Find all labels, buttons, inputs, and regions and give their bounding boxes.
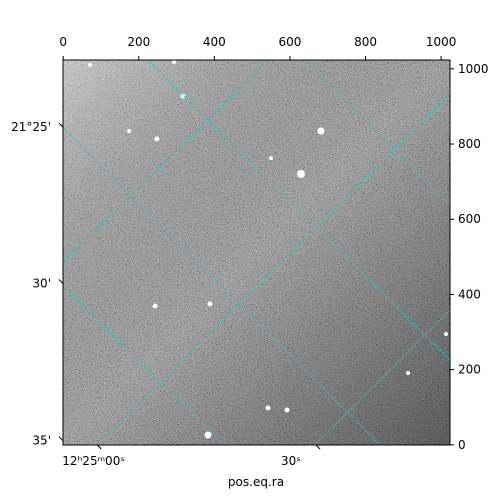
x-tick-label: 400 bbox=[203, 35, 226, 49]
coordinate-grid bbox=[63, 60, 450, 445]
x-tick-label: 600 bbox=[278, 35, 301, 49]
dec-tick-label: 21°25' bbox=[11, 120, 51, 134]
dec-tick bbox=[58, 122, 64, 128]
x-axis-label: pos.eq.ra bbox=[228, 475, 284, 489]
stars bbox=[88, 60, 448, 439]
ra-tick bbox=[315, 444, 321, 450]
y-tick-label: 1000 bbox=[458, 62, 489, 76]
ra-tick-label: 12ʰ25ᵐ00ˢ bbox=[62, 454, 125, 468]
x-tick-label: 1000 bbox=[426, 35, 457, 49]
dec-tick-label: 30' bbox=[32, 277, 51, 291]
y-tick-label: 200 bbox=[458, 363, 481, 377]
y-tick-label: 0 bbox=[458, 438, 466, 452]
frame bbox=[62, 59, 451, 446]
y-tick-label: 800 bbox=[458, 137, 481, 151]
ra-tick-label: 30ˢ bbox=[281, 454, 301, 468]
y-tick-label: 600 bbox=[458, 212, 481, 226]
dec-tick-label: 35' bbox=[32, 434, 51, 448]
y-tick-label: 400 bbox=[458, 287, 481, 301]
image bbox=[63, 60, 450, 445]
x-tick-label: 200 bbox=[127, 35, 150, 49]
ra-tick bbox=[96, 444, 102, 450]
dec-tick bbox=[58, 279, 64, 284]
x-tick-label: 800 bbox=[354, 35, 377, 49]
x-tick-label: 0 bbox=[59, 35, 67, 49]
dec-tick bbox=[58, 436, 64, 442]
